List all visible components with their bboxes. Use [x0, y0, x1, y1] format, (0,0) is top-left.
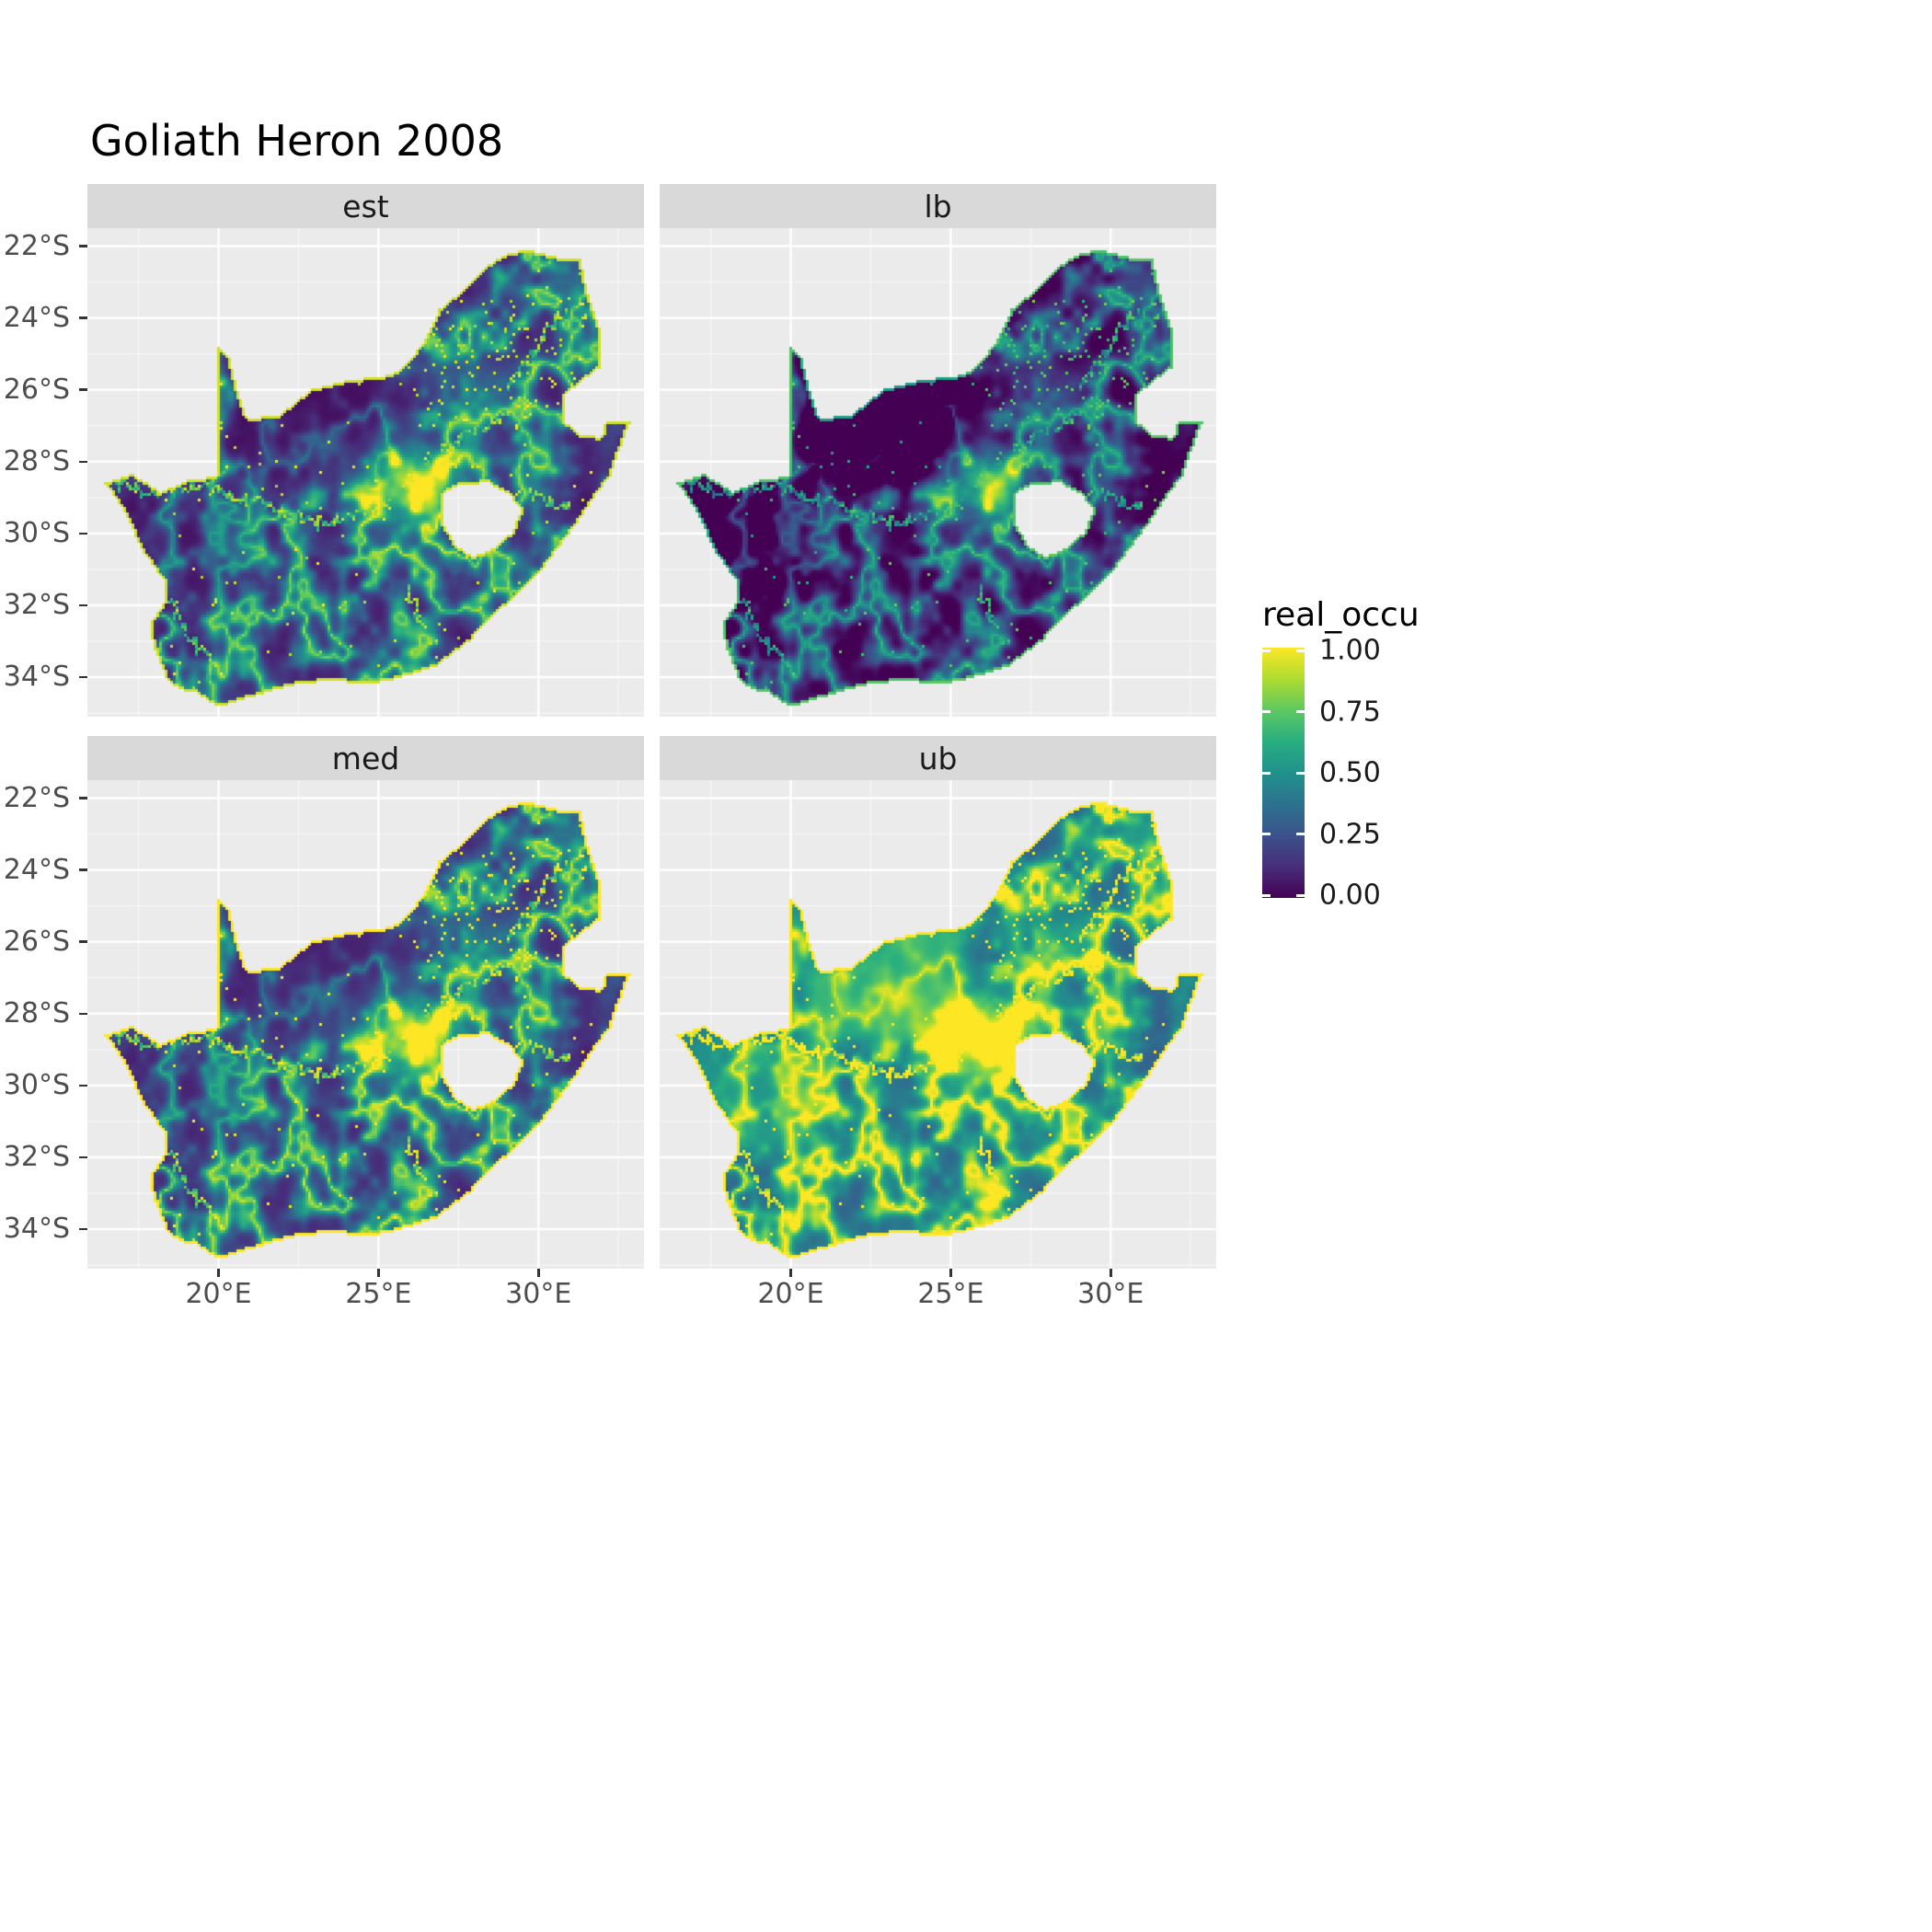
legend-bar-tick — [1296, 893, 1305, 897]
map-panel-lb — [660, 228, 1216, 717]
legend-bar-tick — [1296, 710, 1305, 713]
y-axis-tick — [79, 316, 87, 319]
map-panel-ub — [660, 780, 1216, 1269]
plot-title: Goliath Heron 2008 — [90, 116, 504, 166]
y-axis-tick — [79, 245, 87, 247]
legend-bar-tick — [1296, 649, 1305, 652]
y-axis-tick — [79, 868, 87, 871]
y-axis-tick — [79, 797, 87, 799]
y-axis-label: 30°S — [3, 516, 70, 549]
legend-bar-tick — [1296, 771, 1305, 775]
y-axis-label: 24°S — [3, 853, 70, 886]
legend-bar-tick — [1262, 710, 1271, 713]
y-axis-label: 30°S — [3, 1068, 70, 1101]
facet-strip-ub: ub — [660, 736, 1216, 780]
facet-strip-med: med — [87, 736, 644, 780]
facet-strip-label: med — [331, 740, 400, 776]
legend-title: real_occu — [1262, 596, 1420, 634]
y-axis-label: 34°S — [3, 1213, 70, 1246]
legend-bar-tick — [1262, 833, 1271, 835]
facet-strip-label: lb — [924, 188, 952, 224]
x-axis-tick — [537, 1269, 540, 1277]
y-axis-label: 24°S — [3, 301, 70, 334]
facet-strip-est: est — [87, 184, 644, 228]
y-axis-label: 28°S — [3, 444, 70, 477]
x-axis-label: 25°E — [917, 1278, 984, 1310]
legend-tick-label: 0.50 — [1319, 756, 1381, 789]
y-axis-label: 32°S — [3, 588, 70, 621]
y-axis-tick — [79, 532, 87, 535]
y-axis-tick — [79, 940, 87, 943]
y-axis-tick — [79, 1012, 87, 1016]
x-axis-label: 20°E — [757, 1278, 824, 1310]
map-panel-est — [87, 228, 644, 717]
x-axis-label: 30°E — [1077, 1278, 1144, 1310]
y-axis-tick — [79, 460, 87, 464]
map-panel-med — [87, 780, 644, 1269]
facet-strip-label: ub — [918, 740, 958, 776]
x-axis-tick — [949, 1269, 952, 1277]
y-axis-label: 28°S — [3, 996, 70, 1029]
y-axis-tick — [79, 1084, 87, 1087]
y-axis-tick — [79, 1227, 87, 1231]
y-axis-label: 26°S — [3, 373, 70, 406]
x-axis-tick — [789, 1269, 792, 1277]
facet-strip-lb: lb — [660, 184, 1216, 228]
x-axis-label: 20°E — [185, 1278, 252, 1310]
legend-bar-tick — [1296, 833, 1305, 835]
y-axis-tick — [79, 1156, 87, 1159]
y-axis-tick — [79, 388, 87, 391]
legend-tick-label: 0.00 — [1319, 879, 1381, 912]
y-axis-label: 22°S — [3, 229, 70, 262]
x-axis-tick — [217, 1269, 220, 1277]
legend-tick-label: 0.25 — [1319, 818, 1381, 850]
y-axis-label: 22°S — [3, 781, 70, 814]
y-axis-label: 32°S — [3, 1140, 70, 1173]
legend-bar-tick — [1262, 893, 1271, 897]
y-axis-tick — [79, 604, 87, 607]
y-axis-tick — [79, 675, 87, 679]
legend-tick-label: 1.00 — [1319, 634, 1381, 667]
legend-tick-label: 0.75 — [1319, 696, 1381, 728]
facet-strip-label: est — [342, 188, 389, 224]
x-axis-label: 25°E — [345, 1278, 412, 1310]
legend-bar-tick — [1262, 649, 1271, 652]
x-axis-label: 30°E — [505, 1278, 572, 1310]
x-axis-tick — [1110, 1269, 1112, 1277]
legend-bar-tick — [1262, 771, 1271, 775]
y-axis-label: 26°S — [3, 925, 70, 958]
y-axis-label: 34°S — [3, 661, 70, 694]
x-axis-tick — [377, 1269, 380, 1277]
